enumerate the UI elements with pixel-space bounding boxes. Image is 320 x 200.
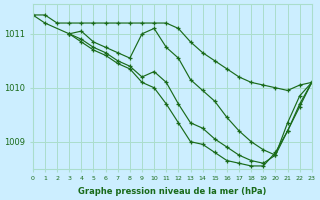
X-axis label: Graphe pression niveau de la mer (hPa): Graphe pression niveau de la mer (hPa) — [78, 187, 267, 196]
